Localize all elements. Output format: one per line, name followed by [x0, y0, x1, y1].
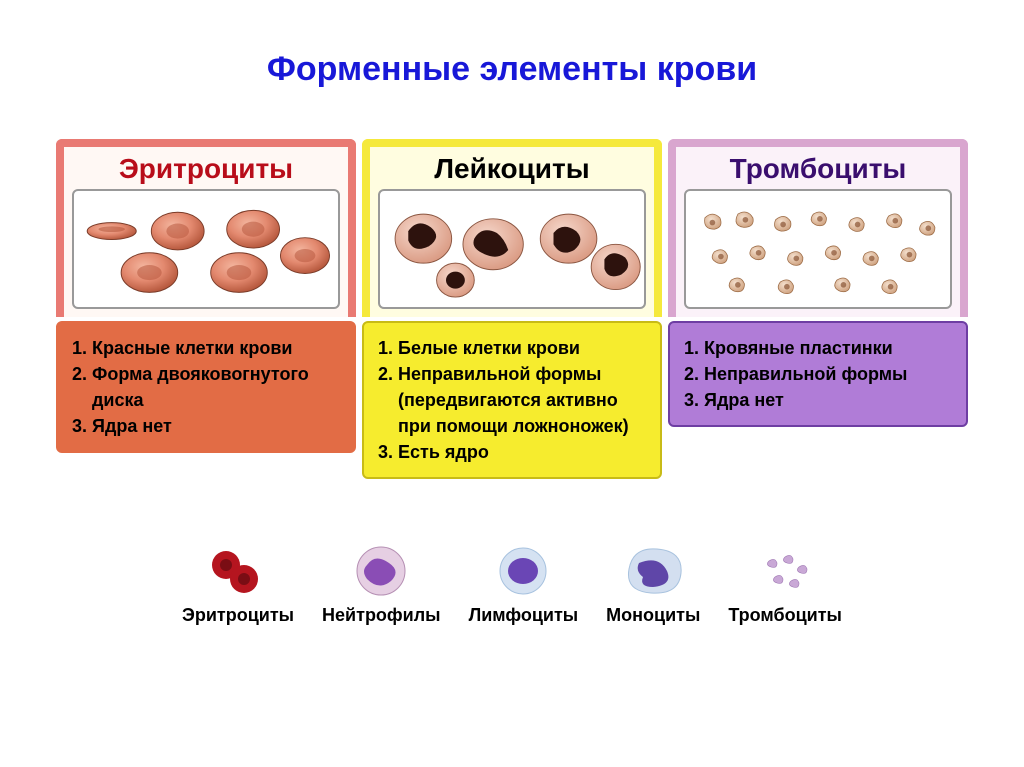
properties-list-thrombocytes: Кровяные пластинки Неправильной формы Яд…: [684, 335, 952, 413]
property-item: Белые клетки крови: [398, 335, 646, 361]
lymphocytes-icon: [483, 539, 563, 599]
legend-item-neutrophils: Нейтрофилы: [322, 539, 441, 626]
panel-body-thrombocytes: Кровяные пластинки Неправильной формы Яд…: [668, 321, 968, 427]
panel-title-erythrocytes: Эритроциты: [64, 147, 348, 189]
properties-list-leukocytes: Белые клетки крови Неправильной формы (п…: [378, 335, 646, 465]
legend-item-erythrocytes: Эритроциты: [182, 539, 294, 626]
property-item: Неправильной формы (передвигаются активн…: [398, 361, 646, 439]
erythrocytes-illustration: [74, 191, 338, 307]
panel-title-leukocytes: Лейкоциты: [370, 147, 654, 189]
legend-item-thrombocytes: Тромбоциты: [728, 539, 842, 626]
property-item: Есть ядро: [398, 439, 646, 465]
cell-window-leukocytes: [378, 189, 646, 309]
panel-header-leukocytes: Лейкоциты: [362, 139, 662, 317]
panel-title-thrombocytes: Тромбоциты: [676, 147, 960, 189]
legend-label: Нейтрофилы: [322, 605, 441, 626]
property-item: Ядра нет: [92, 413, 340, 439]
thrombocytes-icon: [745, 539, 825, 599]
leukocytes-illustration: [380, 191, 644, 307]
legend-label: Лимфоциты: [469, 605, 579, 626]
panel-body-leukocytes: Белые клетки крови Неправильной формы (п…: [362, 321, 662, 479]
legend-label: Моноциты: [606, 605, 700, 626]
properties-list-erythrocytes: Красные клетки крови Форма двояковогнуто…: [72, 335, 340, 439]
cell-window-erythrocytes: [72, 189, 340, 309]
property-item: Форма двояковогнутого диска: [92, 361, 340, 413]
legend-item-lymphocytes: Лимфоциты: [469, 539, 579, 626]
panels-row: Эритроциты: [40, 139, 984, 479]
cell-window-thrombocytes: [684, 189, 952, 309]
legend-row: Эритроциты Нейтрофилы Лимфоциты Моноциты: [40, 539, 984, 626]
property-item: Ядра нет: [704, 387, 952, 413]
page-title: Форменные элементы крови: [40, 50, 984, 89]
thrombocytes-illustration: [686, 191, 950, 307]
property-item: Неправильной формы: [704, 361, 952, 387]
erythrocytes-icon: [198, 539, 278, 599]
panel-thrombocytes: Тромбоциты: [668, 139, 968, 479]
monocytes-icon: [613, 539, 693, 599]
legend-label: Тромбоциты: [728, 605, 842, 626]
property-item: Кровяные пластинки: [704, 335, 952, 361]
property-item: Красные клетки крови: [92, 335, 340, 361]
panel-erythrocytes: Эритроциты: [56, 139, 356, 479]
neutrophils-icon: [341, 539, 421, 599]
legend-label: Эритроциты: [182, 605, 294, 626]
panel-header-thrombocytes: Тромбоциты: [668, 139, 968, 317]
panel-body-erythrocytes: Красные клетки крови Форма двояковогнуто…: [56, 321, 356, 453]
legend-item-monocytes: Моноциты: [606, 539, 700, 626]
panel-leukocytes: Лейкоциты: [362, 139, 662, 479]
panel-header-erythrocytes: Эритроциты: [56, 139, 356, 317]
